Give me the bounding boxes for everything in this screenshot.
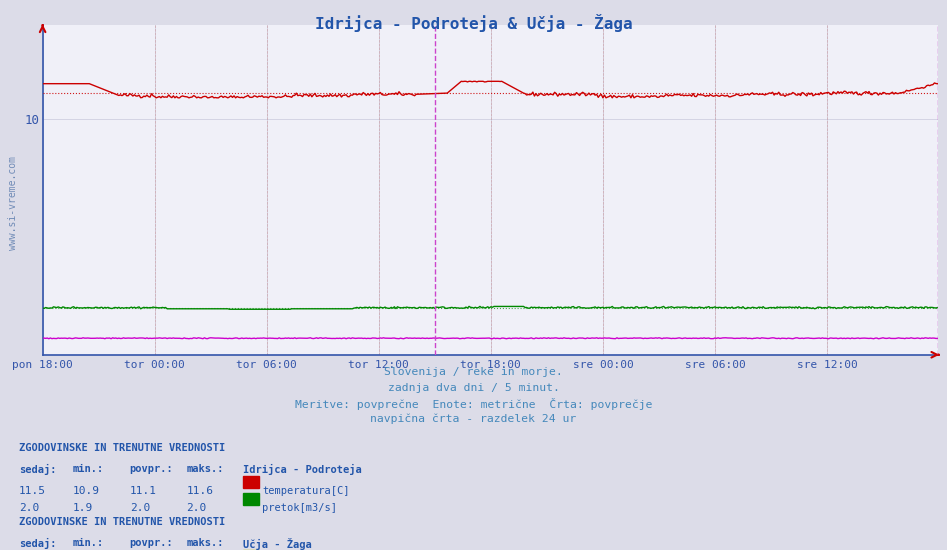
Text: navpična črta - razdelek 24 ur: navpična črta - razdelek 24 ur — [370, 414, 577, 424]
Text: povpr.:: povpr.: — [130, 464, 173, 474]
Text: 11.5: 11.5 — [19, 486, 46, 496]
Text: ZGODOVINSKE IN TRENUTNE VREDNOSTI: ZGODOVINSKE IN TRENUTNE VREDNOSTI — [19, 443, 225, 453]
Text: 2.0: 2.0 — [187, 503, 206, 513]
Text: ZGODOVINSKE IN TRENUTNE VREDNOSTI: ZGODOVINSKE IN TRENUTNE VREDNOSTI — [19, 517, 225, 527]
Text: sedaj:: sedaj: — [19, 538, 57, 549]
Text: povpr.:: povpr.: — [130, 538, 173, 548]
Text: Idrijca - Podroteja: Idrijca - Podroteja — [243, 464, 362, 475]
Text: 11.1: 11.1 — [130, 486, 157, 496]
Text: maks.:: maks.: — [187, 464, 224, 474]
Text: 2.0: 2.0 — [130, 503, 150, 513]
Text: Meritve: povprečne  Enote: metrične  Črta: povprečje: Meritve: povprečne Enote: metrične Črta:… — [295, 398, 652, 410]
Text: zadnja dva dni / 5 minut.: zadnja dva dni / 5 minut. — [387, 383, 560, 393]
Text: 1.9: 1.9 — [73, 503, 93, 513]
Text: 10.9: 10.9 — [73, 486, 100, 496]
Text: 2.0: 2.0 — [19, 503, 39, 513]
Text: www.si-vreme.com: www.si-vreme.com — [8, 157, 18, 250]
Text: Učja - Žaga: Učja - Žaga — [243, 538, 313, 550]
Text: Idrijca - Podroteja & Učja - Žaga: Idrijca - Podroteja & Učja - Žaga — [314, 14, 633, 32]
Text: min.:: min.: — [73, 538, 104, 548]
Text: maks.:: maks.: — [187, 538, 224, 548]
Text: temperatura[C]: temperatura[C] — [262, 486, 349, 496]
Text: sedaj:: sedaj: — [19, 464, 57, 475]
Text: 11.6: 11.6 — [187, 486, 214, 496]
Text: Slovenija / reke in morje.: Slovenija / reke in morje. — [384, 367, 563, 377]
Text: min.:: min.: — [73, 464, 104, 474]
Text: pretok[m3/s]: pretok[m3/s] — [262, 503, 337, 513]
